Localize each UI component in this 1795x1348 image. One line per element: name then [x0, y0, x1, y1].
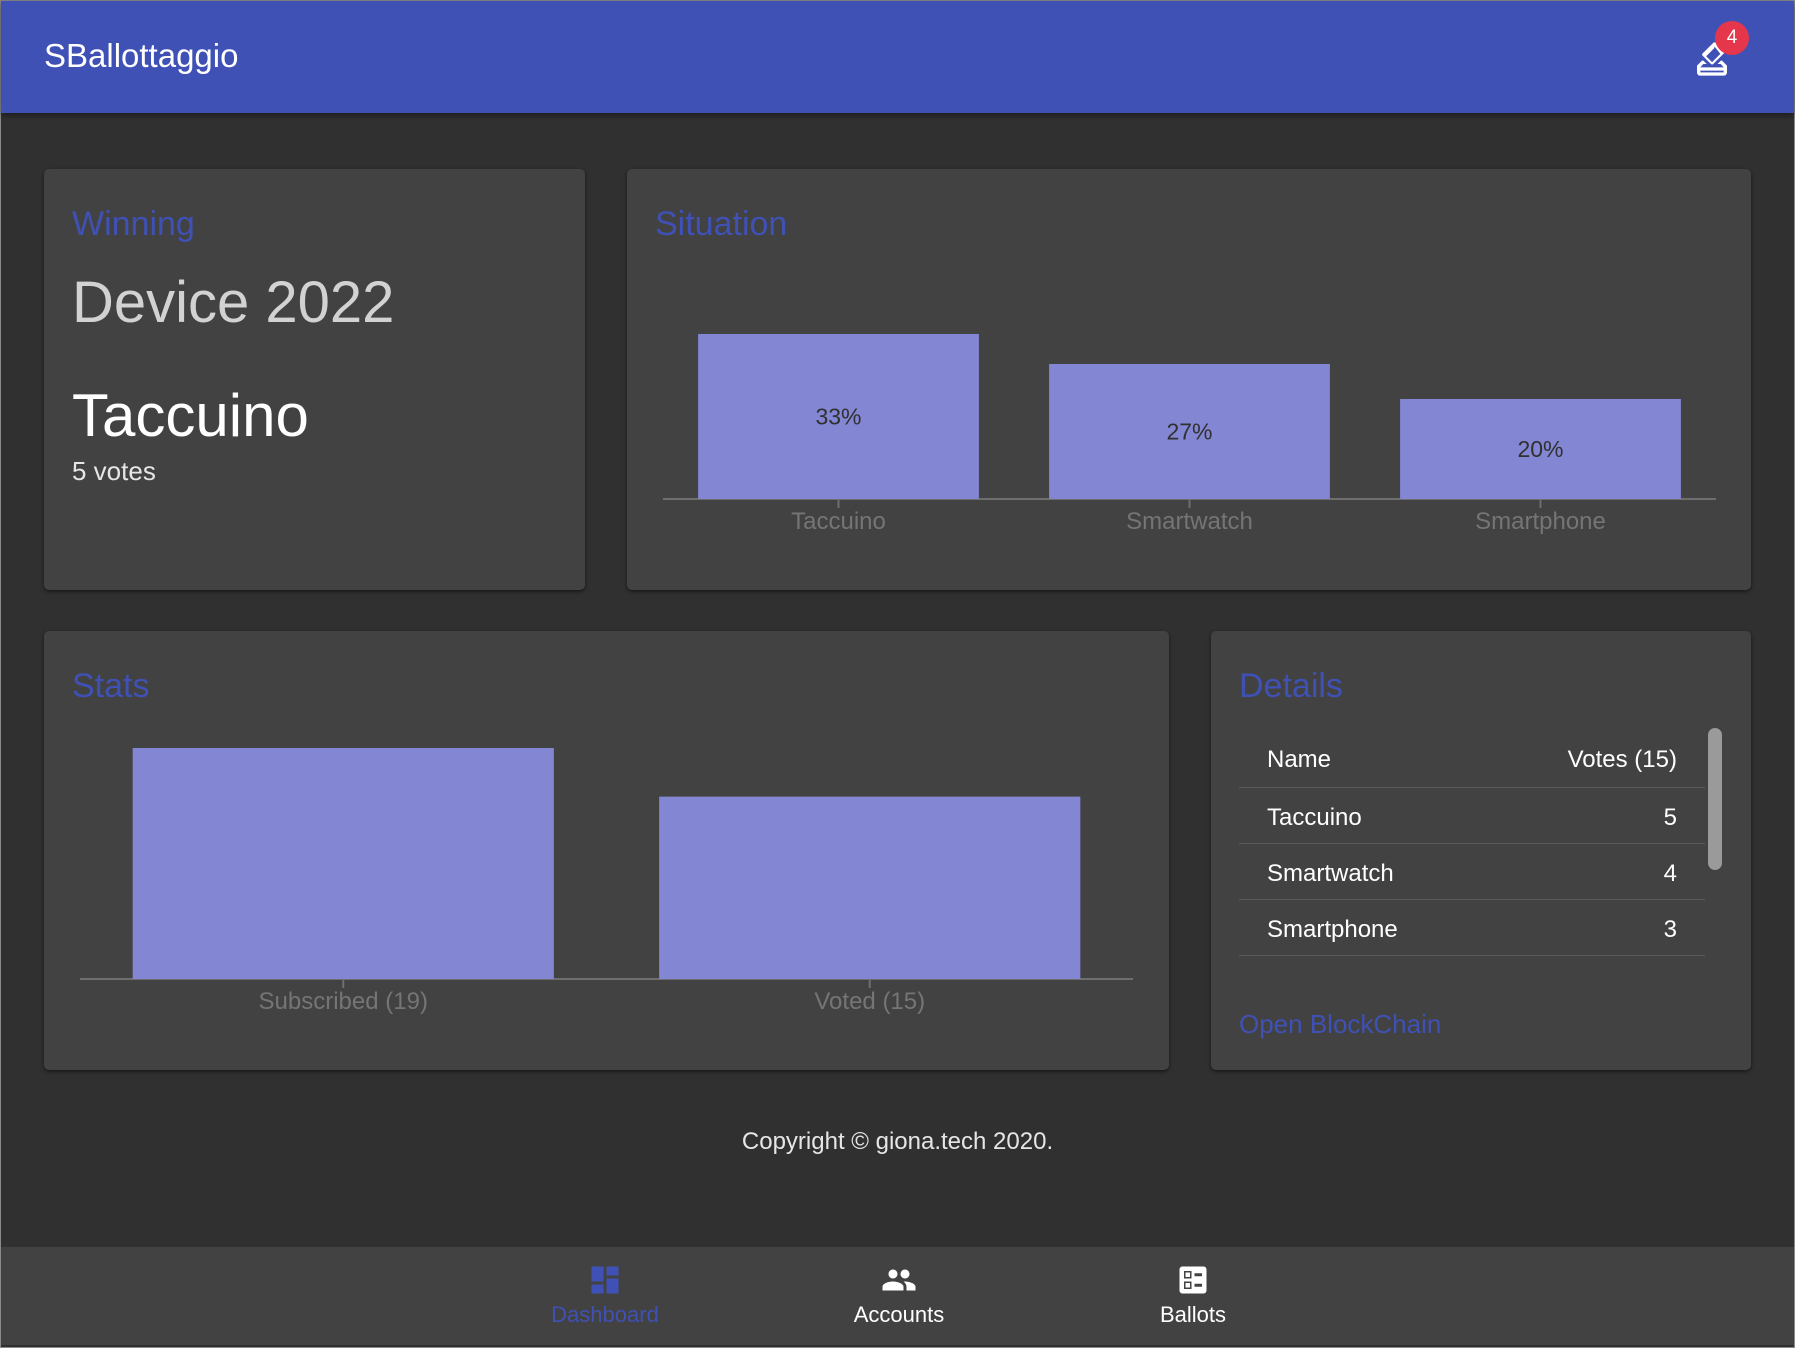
- bar-subscribed-19: [132, 748, 554, 979]
- footer-copyright: Copyright © giona.tech 2020.: [741, 1128, 1054, 1155]
- nav-ballots-label: Ballots: [1159, 1302, 1227, 1327]
- details-title: Details: [1239, 667, 1343, 705]
- stats-chart: Subscribed (19) Voted (15): [80, 748, 1133, 1015]
- nav-ballots[interactable]: Ballots: [1093, 1247, 1293, 1345]
- x-tick-label: Smartphone: [1475, 508, 1606, 535]
- nav-dashboard[interactable]: Dashboard: [505, 1247, 705, 1345]
- nav-dashboard-label: Dashboard: [551, 1302, 659, 1327]
- data-label: 27%: [1166, 419, 1212, 445]
- table-scrollbar[interactable]: [1705, 728, 1723, 870]
- situation-title: Situation: [655, 205, 788, 243]
- cell-name: Smartwatch: [1267, 860, 1394, 887]
- winning-card: Winning Device 2022 Taccuino 5 votes: [44, 169, 585, 590]
- cell-votes: 4: [1663, 860, 1677, 887]
- cell-votes: 3: [1663, 916, 1677, 943]
- x-tick-label: Taccuino: [791, 508, 886, 535]
- stats-title: Stats: [72, 667, 150, 705]
- bar-voted-15: [659, 796, 1081, 979]
- cell-name: Smartphone: [1267, 916, 1398, 943]
- ballot-name: Device 2022: [72, 270, 395, 335]
- table-row: Taccuino 5: [1239, 788, 1705, 844]
- how-to-vote-icon: [1697, 42, 1727, 76]
- bottom-navigation: Dashboard Accounts Ballots: [1, 1247, 1794, 1345]
- table-row: Smartphone 3: [1239, 900, 1705, 956]
- open-blockchain-link[interactable]: Open BlockChain: [1239, 1009, 1442, 1039]
- table-row: Smartwatch 4: [1239, 844, 1705, 900]
- details-card: Details Name Votes (15) Taccuino 5 Smart…: [1211, 631, 1751, 1070]
- data-label: 33%: [815, 404, 861, 430]
- app-title: SBallottaggio: [44, 37, 239, 74]
- situation-chart: Taccuino 33% Smartwatch 27% Smartphone 20%: [663, 334, 1716, 535]
- app-bar: SBallottaggio 4: [1, 1, 1794, 113]
- notification-badge: 4: [1715, 21, 1749, 55]
- bar-smartwatch: [1049, 364, 1330, 499]
- nav-accounts-label: Accounts: [853, 1302, 945, 1327]
- cell-votes: 5: [1663, 804, 1677, 831]
- ballot-icon: [1179, 1266, 1207, 1294]
- people-icon: [882, 1269, 916, 1291]
- x-tick-label: Subscribed (19): [259, 988, 428, 1015]
- winning-title: Winning: [72, 205, 195, 243]
- dashboard-icon: [591, 1266, 619, 1294]
- details-table: Name Votes (15) Taccuino 5 Smartwatch 4 …: [1239, 728, 1705, 956]
- column-header-votes: Votes (15): [1567, 746, 1677, 773]
- nav-accounts[interactable]: Accounts: [799, 1247, 999, 1345]
- table-header: Name Votes (15): [1239, 728, 1705, 788]
- x-tick-label: Voted (15): [814, 988, 925, 1015]
- column-header-name: Name: [1267, 746, 1332, 773]
- bar-taccuino: [698, 334, 979, 499]
- data-label: 20%: [1517, 436, 1563, 462]
- x-tick-label: Smartwatch: [1126, 508, 1253, 535]
- stats-card: Stats Subscribed (19) Voted (15): [44, 631, 1169, 1070]
- scrollbar-thumb[interactable]: [1708, 728, 1722, 870]
- vote-button[interactable]: [1684, 31, 1740, 87]
- cell-name: Taccuino: [1267, 804, 1362, 831]
- winner-votes: 5 votes: [72, 456, 156, 486]
- situation-card: Situation Taccuino 33% Smartwatch 27% Smartp…: [627, 169, 1751, 590]
- winner-name: Taccuino: [72, 382, 309, 449]
- bar-smartphone: [1400, 399, 1681, 499]
